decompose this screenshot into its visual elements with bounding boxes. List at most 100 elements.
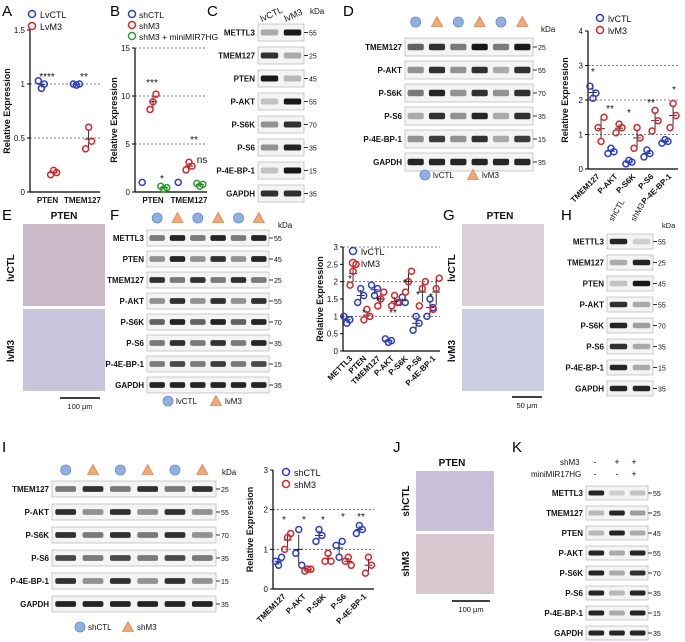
blotD-row-label-5: GAPDH bbox=[373, 158, 402, 167]
chartI-point-1-0-0 bbox=[280, 545, 289, 554]
blotD-row-label-3: P-S6 bbox=[384, 112, 402, 121]
blotF-band-3-5 bbox=[251, 298, 267, 304]
blotK-marker-0: 55 bbox=[653, 491, 661, 498]
chartD-legend-marker-0 bbox=[595, 13, 605, 23]
blot-d-legend-circle bbox=[419, 169, 431, 181]
chartF-point-0-2-2 bbox=[373, 284, 382, 293]
blotF-band-4-2 bbox=[190, 319, 206, 325]
blotK-marker-2: 45 bbox=[653, 531, 661, 538]
blot-f-legend-triangle bbox=[209, 394, 223, 406]
chartD-point-1-2-2 bbox=[636, 134, 644, 142]
chartI-point-0-0-1 bbox=[274, 561, 283, 569]
blotF-band-3-3 bbox=[210, 298, 226, 304]
chartA-ytick-label-1: 0.5 bbox=[14, 134, 26, 143]
blotC-row-label-2: PTEN bbox=[234, 75, 256, 84]
blotF-row-label-1: PTEN bbox=[123, 255, 145, 264]
chartF-point-0-2-1 bbox=[370, 291, 379, 300]
blotD-band-4-2 bbox=[450, 135, 467, 143]
blotI-strip-4 bbox=[51, 572, 217, 590]
chartI-ylabel: Relative Expression bbox=[245, 487, 255, 573]
blot-d-key-circle-4 bbox=[495, 16, 507, 28]
blot-f: METTL3 55 PTEN 45 TMEM127 25 P-AKT 55 P-S6K 70 P-S… bbox=[105, 211, 293, 407]
chartF-point-1-5-1 bbox=[418, 284, 427, 293]
chartF-point-1-0-0 bbox=[346, 281, 354, 289]
chartD-ytick-label-3: 3 bbox=[579, 62, 584, 71]
blotF-strip-5 bbox=[146, 334, 270, 352]
chartB-point-0-1-0 bbox=[174, 178, 182, 187]
chartD-ytick-label-2: 2 bbox=[579, 96, 584, 105]
chartF-point-0-5-1 bbox=[412, 312, 420, 321]
legend-a-marker-lvm3 bbox=[27, 21, 37, 31]
blotI-band-0-4 bbox=[164, 486, 186, 492]
chartF-point-1-1-0 bbox=[360, 316, 368, 324]
blotH-marker-0: 55 bbox=[658, 240, 666, 247]
blotD-row-label-4: P-4E-BP-1 bbox=[363, 135, 402, 144]
blotF-row-label-6: P-4E-BP-1 bbox=[105, 360, 144, 369]
chartB-ytick-label-1: 5 bbox=[126, 140, 131, 149]
blotF-band-4-1 bbox=[169, 319, 186, 325]
blotF-band-2-0 bbox=[149, 277, 165, 283]
chartI-point-0-3-0 bbox=[332, 541, 340, 550]
chart-b: shCTL shM3 shM3 + miniMIR7HG 0 5 10 15 Relat… bbox=[109, 9, 218, 205]
blotH-marker-3: 55 bbox=[658, 303, 666, 310]
chartF-point-0-5-0 bbox=[409, 326, 417, 334]
chartF-point-1-6-2 bbox=[435, 274, 443, 282]
blotI-row-label-0: TMEM127 bbox=[12, 485, 49, 494]
chartA-sig-0: **** bbox=[39, 72, 55, 83]
blotK-band-0-2 bbox=[629, 490, 646, 496]
blotC-row-label-7: GAPDH bbox=[226, 190, 255, 199]
blotF-marker-2: 25 bbox=[274, 278, 282, 285]
blot-h-header-shctl: shCTL bbox=[607, 198, 627, 223]
blotI-marker-3: 35 bbox=[221, 556, 229, 563]
chartB-point-1-1-2 bbox=[188, 162, 196, 170]
blotD-band-1-0 bbox=[407, 66, 424, 74]
chartB-sig-0: *** bbox=[146, 78, 158, 89]
blot-c-kda: kDa bbox=[310, 7, 325, 16]
blotF-marker-3: 55 bbox=[274, 299, 282, 306]
blot-f-key-circle-2 bbox=[192, 212, 204, 224]
blot-f-key-circle-0 bbox=[151, 212, 163, 224]
blotF-band-1-0 bbox=[149, 256, 165, 262]
blotF-band-6-5 bbox=[251, 361, 267, 367]
blotK-band-4-0 bbox=[588, 570, 605, 576]
blotH-band-5-0 bbox=[609, 343, 628, 350]
blot-k-header-mini: miniMIR17HG bbox=[531, 470, 581, 479]
blotI-strip-5 bbox=[51, 595, 217, 613]
blotD-band-4-3 bbox=[471, 135, 488, 143]
chartF-sig-2: * bbox=[376, 296, 380, 307]
blotF-strip-0 bbox=[146, 229, 270, 247]
chartF-sig-4: * bbox=[403, 278, 407, 289]
blotK-band-0-0 bbox=[588, 490, 605, 496]
chartD-point-1-3-0 bbox=[648, 127, 656, 135]
chartB-ylabel: Relative Expression bbox=[109, 77, 119, 163]
blotH-band-3-0 bbox=[609, 301, 628, 308]
chartD-legend-marker-1 bbox=[595, 25, 605, 35]
chartD-legend-1: lvM3 bbox=[608, 26, 627, 36]
chartI-point-0-0-2 bbox=[277, 553, 286, 562]
chartF-point-1-0-1 bbox=[349, 267, 357, 276]
blotF-row-label-7: GAPDH bbox=[115, 381, 144, 390]
chartB-point-0-0-0 bbox=[138, 178, 146, 187]
blotC-band-4-0 bbox=[260, 121, 279, 128]
blotD-band-5-3 bbox=[471, 158, 488, 166]
chartI-sig-0: * bbox=[282, 515, 286, 526]
blotD-band-0-5 bbox=[514, 43, 531, 51]
blotK-band-4-1 bbox=[609, 570, 625, 576]
blot-c-header-lvm3: lvM3 bbox=[283, 7, 304, 24]
blot-i-key-triangle-5 bbox=[196, 463, 209, 475]
blotK-band-6-0 bbox=[588, 610, 605, 616]
tissue-j-image-m3 bbox=[416, 534, 494, 594]
blot-k-sign-0-2: + bbox=[631, 457, 636, 467]
chartB-cat-1: TMEM127 bbox=[171, 196, 208, 205]
blotC-band-5-1 bbox=[283, 144, 302, 151]
blotK-marker-3: 55 bbox=[653, 551, 661, 558]
chartA-cat-1: TMEM127 bbox=[64, 196, 101, 205]
blotD-band-2-4 bbox=[492, 89, 510, 97]
blotK-band-3-0 bbox=[588, 550, 605, 556]
blotD-marker-2: 70 bbox=[538, 91, 546, 98]
chartB-ytick-label-2: 10 bbox=[121, 92, 130, 101]
blot-d-kda: kDa bbox=[541, 25, 556, 34]
blotI-marker-5: 35 bbox=[221, 602, 229, 609]
blotH-band-0-1 bbox=[632, 238, 651, 245]
chartI-point-1-1-2 bbox=[307, 565, 315, 573]
